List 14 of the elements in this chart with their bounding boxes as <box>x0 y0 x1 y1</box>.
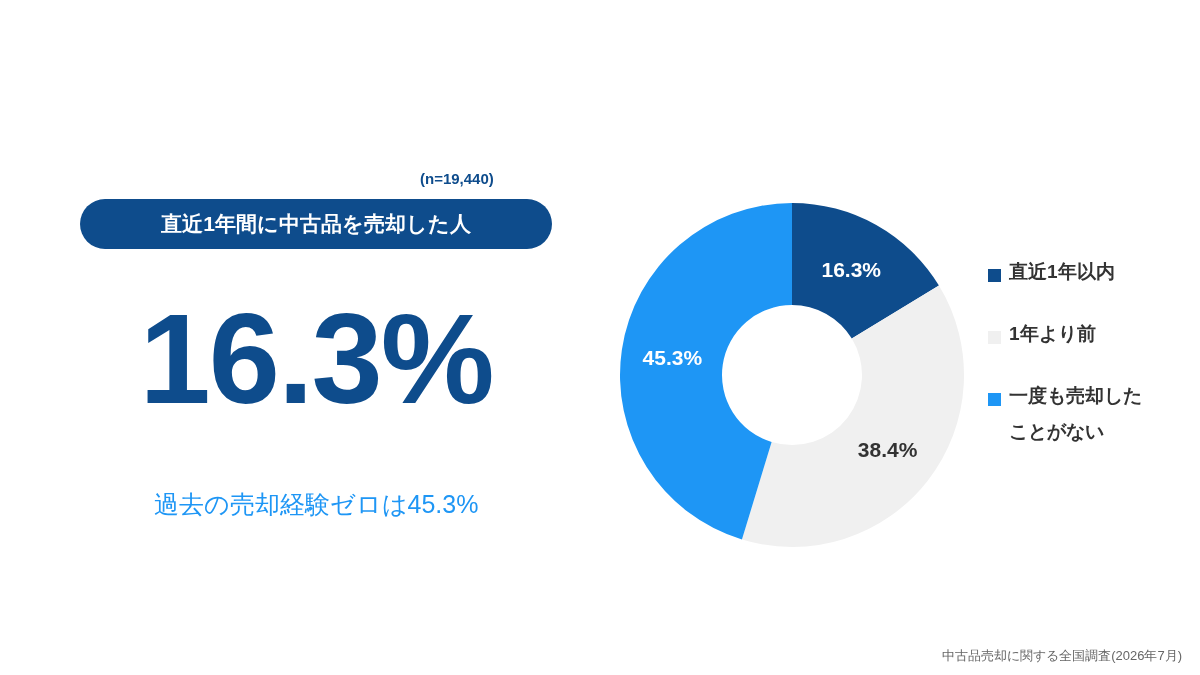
text: (n=19,440) <box>420 170 494 187</box>
legend-label: 1年より前 <box>1009 322 1097 346</box>
legend-label: 一度も売却したことがない <box>1009 384 1143 444</box>
text: 16.3% <box>138 286 494 432</box>
donut-slice <box>741 285 964 547</box>
donut-slice <box>620 203 792 540</box>
data-label: 38.4% <box>857 437 918 461</box>
text: 直近1年間に中古品を売却した人 <box>80 199 552 249</box>
data-label: 45.3% <box>642 345 703 369</box>
legend-label: 直近1年以内 <box>1009 260 1116 284</box>
text: 中古品売却に関する全国調査(2026年7月) <box>942 647 1182 665</box>
donut-slice <box>792 203 939 339</box>
text: 過去の売却経験ゼロは45.3% <box>152 489 480 520</box>
data-label: 16.3% <box>821 258 882 282</box>
